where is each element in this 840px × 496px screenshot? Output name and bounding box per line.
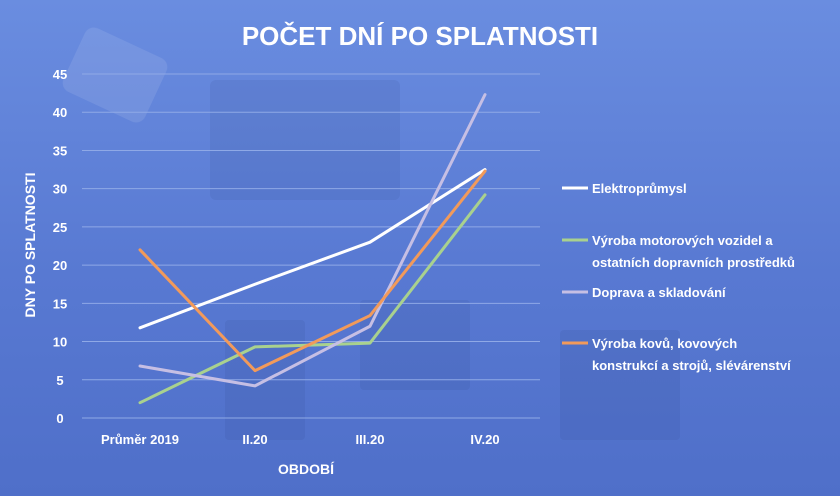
y-axis-title: DNY PO SPLATNOSTI: [22, 173, 38, 318]
y-tick-label: 20: [53, 258, 67, 273]
y-tick-label: 25: [53, 220, 67, 235]
legend-label: Výroba motorových vozidel a: [592, 233, 773, 248]
background-decoration: [62, 27, 680, 440]
y-tick-label: 35: [53, 143, 67, 158]
y-tick-label: 45: [53, 67, 67, 82]
legend: Elektroprůmysl Výroba motorových vozidel …: [562, 181, 795, 373]
y-axis-ticks: 0 5 10 15 20 25 30 35 40 45: [53, 67, 67, 426]
y-tick-label: 5: [56, 373, 63, 388]
series-line-3: [138, 93, 487, 388]
series-line-4: [138, 169, 487, 373]
x-axis-ticks: Průměr 2019 II.20 III.20 IV.20: [101, 432, 500, 447]
legend-label: ostatních dopravních prostředků: [592, 255, 795, 270]
gridlines: [82, 73, 540, 419]
y-tick-label: 30: [53, 182, 67, 197]
x-tick-label: IV.20: [470, 432, 499, 447]
x-tick-label: III.20: [356, 432, 385, 447]
legend-label: Elektroprůmysl: [592, 181, 687, 196]
y-tick-label: 0: [56, 411, 63, 426]
series-lines: [138, 93, 487, 405]
x-tick-label: Průměr 2019: [101, 432, 179, 447]
legend-label: konstrukcí a strojů, slévárenství: [592, 358, 791, 373]
y-tick-label: 10: [53, 335, 67, 350]
legend-label: Výroba kovů, kovových: [592, 336, 737, 351]
chart-title: POČET DNÍ PO SPLATNOSTI: [242, 21, 598, 51]
series-line-1: [138, 168, 487, 330]
x-tick-label: II.20: [242, 432, 267, 447]
legend-label: Doprava a skladování: [592, 285, 726, 300]
x-axis-title: OBDOBÍ: [278, 461, 335, 477]
y-tick-label: 15: [53, 296, 67, 311]
y-tick-label: 40: [53, 105, 67, 120]
